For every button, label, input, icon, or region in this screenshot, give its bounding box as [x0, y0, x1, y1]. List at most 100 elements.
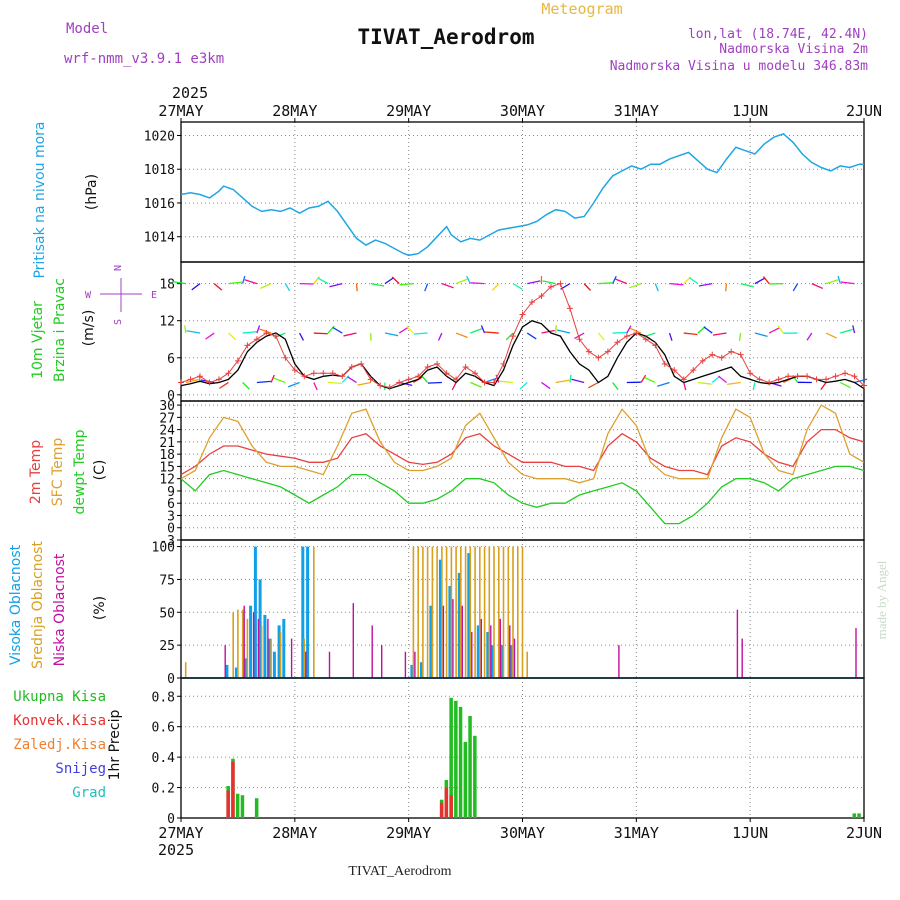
gust-marker [766, 379, 773, 386]
cloud-bar-visoka [429, 605, 433, 678]
cloud-bar-visoka [448, 586, 452, 678]
y-tick-label: 0.8 [152, 690, 175, 705]
wind-barb [343, 332, 357, 337]
wind-barb [313, 332, 328, 335]
cloud-bar-niska [513, 638, 516, 678]
wind-barb [313, 276, 321, 285]
legend-n: N [113, 265, 124, 271]
cloud-bar-visoka [301, 546, 305, 678]
wind-barb [820, 382, 827, 390]
x-tick-label-top: 30MAY [500, 102, 545, 120]
wind-barb [752, 382, 756, 391]
y-tick-label: 50 [159, 606, 175, 621]
wind-barb [840, 328, 853, 334]
wind-barb [505, 332, 514, 341]
gust-marker [310, 370, 317, 377]
gust-marker [519, 311, 526, 318]
wind-barb [526, 332, 537, 340]
cloud-bar-niska [352, 603, 354, 678]
y-tick-label: 3 [167, 509, 175, 524]
gust-marker [472, 370, 479, 377]
precip-bar-total [449, 697, 453, 818]
gust-marker [804, 373, 811, 380]
wind-barb [615, 278, 628, 285]
wind-barb [317, 277, 329, 285]
x-tick-label-bottom: 31MAY [614, 824, 659, 842]
wind-barb [792, 283, 799, 292]
y-tick-label: 0.6 [152, 721, 175, 736]
cloud-bar-niska [618, 645, 620, 678]
wind-barb [219, 381, 229, 389]
chart-type-label: Meteogram [541, 0, 622, 18]
wind-barb [480, 325, 486, 334]
precip-bar-convective [226, 790, 230, 818]
cloud-subtitle: Srednja Oblacnost [30, 541, 46, 669]
wind-barb [391, 276, 400, 285]
gust-marker [680, 376, 687, 383]
gust-marker [842, 370, 849, 377]
x-tick-label-top: 31MAY [614, 102, 659, 120]
cloud-bar-niska [404, 651, 407, 678]
x-tick-label-bottom: 30MAY [500, 824, 545, 842]
cloud-title: Visoka Oblacnost [8, 544, 24, 665]
gust-marker [206, 379, 213, 386]
wind-barb [683, 332, 698, 336]
cloud-bar-niska [267, 618, 269, 678]
wind-barb [556, 329, 571, 334]
y-tick-label: 27 [159, 411, 175, 426]
wind-barb [644, 376, 656, 384]
cloud-bar-srednja [483, 546, 486, 678]
gust-marker [813, 376, 820, 383]
x-tick-label-top: 27MAY [158, 102, 203, 120]
gust-marker [510, 333, 517, 340]
y-tick-label: 100 [152, 541, 175, 556]
cloud-bar-niska [452, 599, 454, 678]
y-tick-label: 1014 [144, 231, 175, 246]
cloud-bar-visoka [263, 614, 267, 678]
cloud-bar-visoka [410, 664, 414, 678]
gust-marker [320, 370, 327, 377]
precip-bar-convective [231, 761, 235, 818]
cloud-bar-visoka [491, 645, 494, 678]
gust-marker [215, 376, 222, 383]
cloud-bar-niska [381, 645, 383, 678]
cloud-bar-srednja [232, 612, 234, 678]
cloud-bar-srednja [521, 546, 524, 678]
y-tick-label: 15 [159, 460, 175, 475]
wind-barb [669, 282, 684, 286]
gust-marker [396, 379, 403, 386]
cloud-bar-srednja [455, 546, 457, 678]
cloud-bar-niska [305, 651, 307, 678]
cloud-bar-srednja [422, 546, 424, 678]
wind-barb [273, 377, 286, 384]
gust-marker [794, 373, 801, 380]
gust-marker [377, 382, 384, 389]
wind-barb [499, 380, 514, 384]
gust-marker [604, 348, 611, 355]
gust-marker [500, 360, 507, 367]
wind-barb [668, 332, 673, 341]
wind-barb [569, 374, 572, 383]
wind-barb [698, 282, 713, 287]
cloud-bar-visoka [467, 553, 471, 678]
cloud-bar-srednja [445, 546, 448, 678]
cloud-bar-niska [290, 638, 293, 678]
gust-marker [234, 357, 241, 364]
wind-barb [740, 282, 754, 288]
y-tick-label: 6 [167, 497, 175, 512]
gust-marker [196, 373, 203, 380]
y-tick-label: 9 [167, 485, 175, 500]
legend-graupel: Grad [72, 785, 106, 801]
wind-barb [718, 375, 727, 383]
cloud-bar-niska [509, 625, 511, 678]
wind-barb [541, 329, 555, 334]
precip-bar-convective [449, 795, 453, 818]
gust-marker [491, 379, 498, 386]
wind-barb [806, 332, 813, 341]
gust-marker [462, 364, 469, 371]
gust-marker [358, 360, 365, 367]
y-tick-label: 1018 [144, 163, 175, 178]
gust-marker [339, 373, 346, 380]
cloud-bar-srednja [303, 638, 306, 678]
cloud-bar-visoka [419, 662, 423, 678]
